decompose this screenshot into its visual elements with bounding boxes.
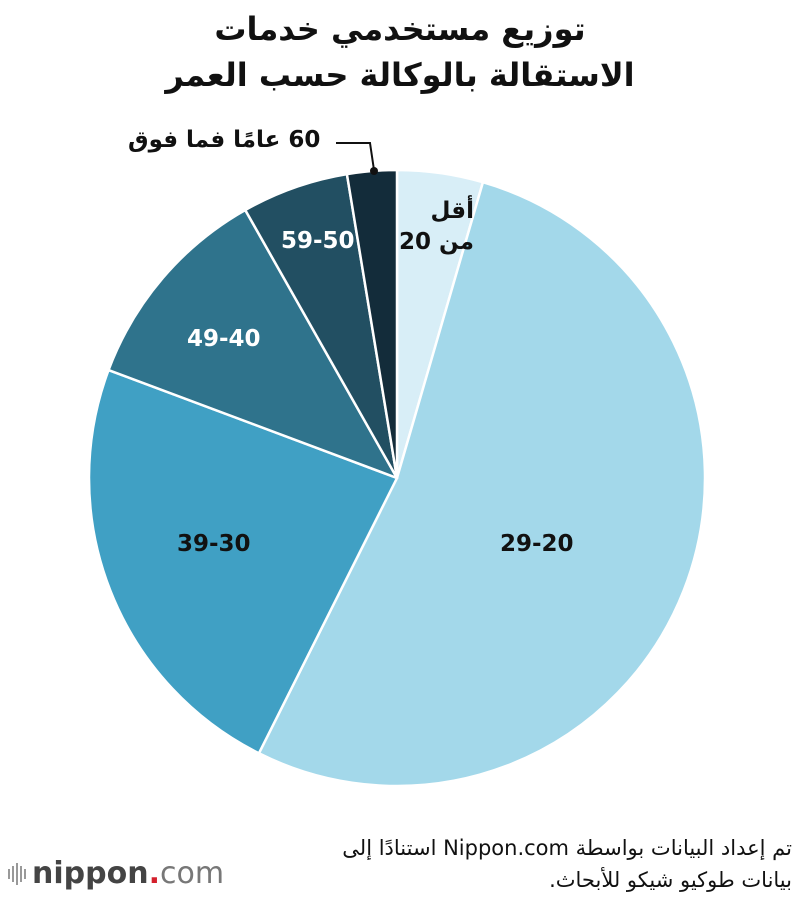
logo-suffix: com	[159, 856, 225, 891]
label-20-29: 29-20	[500, 531, 574, 557]
pie-slice	[87, 368, 399, 755]
nippon-logo: nippon.com	[8, 856, 224, 891]
label-40-49: 49-40	[187, 326, 261, 352]
logo-bars-icon	[8, 862, 26, 885]
label-under-20-line2: من 20	[399, 229, 474, 255]
logo-dot: .	[148, 856, 160, 891]
source-line2: بيانات طوكيو شيكو للأبحاث.	[549, 868, 792, 892]
source-note: تم إعداد البيانات بواسطة Nippon.com استن…	[342, 832, 792, 896]
label-30-39: 39-30	[177, 531, 251, 557]
label-under-20-line1: أقل	[430, 198, 474, 224]
pie-slice	[107, 208, 399, 480]
label-60-plus: 60 عامًا فما فوق	[128, 127, 321, 153]
chart-title-line2: الاستقالة بالوكالة حسب العمر	[165, 56, 635, 94]
pie-slice	[257, 180, 707, 788]
source-line1: تم إعداد البيانات بواسطة Nippon.com استن…	[342, 836, 792, 860]
chart-title: توزيع مستخدمي خدمات الاستقالة بالوكالة ح…	[0, 6, 800, 98]
label-under-20: أقل من 20	[396, 196, 474, 258]
callout-dot	[370, 167, 378, 175]
chart-title-line1: توزيع مستخدمي خدمات	[214, 10, 586, 48]
callout-leader-line	[336, 142, 375, 171]
label-50-59: 59-50	[281, 228, 355, 254]
logo-name: nippon	[32, 856, 149, 891]
